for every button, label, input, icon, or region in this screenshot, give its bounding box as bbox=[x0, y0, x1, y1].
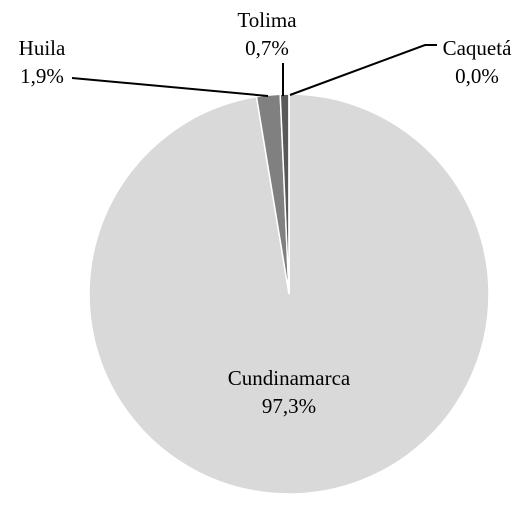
slice-value-label: 0,0% bbox=[455, 64, 499, 88]
slice-label: Tolima bbox=[237, 8, 297, 32]
slice-value-label: 0,7% bbox=[245, 36, 289, 60]
pie bbox=[88, 93, 490, 495]
slice-value-label: 1,9% bbox=[20, 64, 64, 88]
leader-line bbox=[71, 77, 269, 97]
slice-label: Cundinamarca bbox=[228, 366, 351, 390]
slice-value-label: 97,3% bbox=[262, 394, 316, 418]
slice-label: Caquetá bbox=[443, 36, 512, 60]
slice-label: Huila bbox=[19, 36, 66, 60]
leader-line bbox=[289, 44, 437, 96]
